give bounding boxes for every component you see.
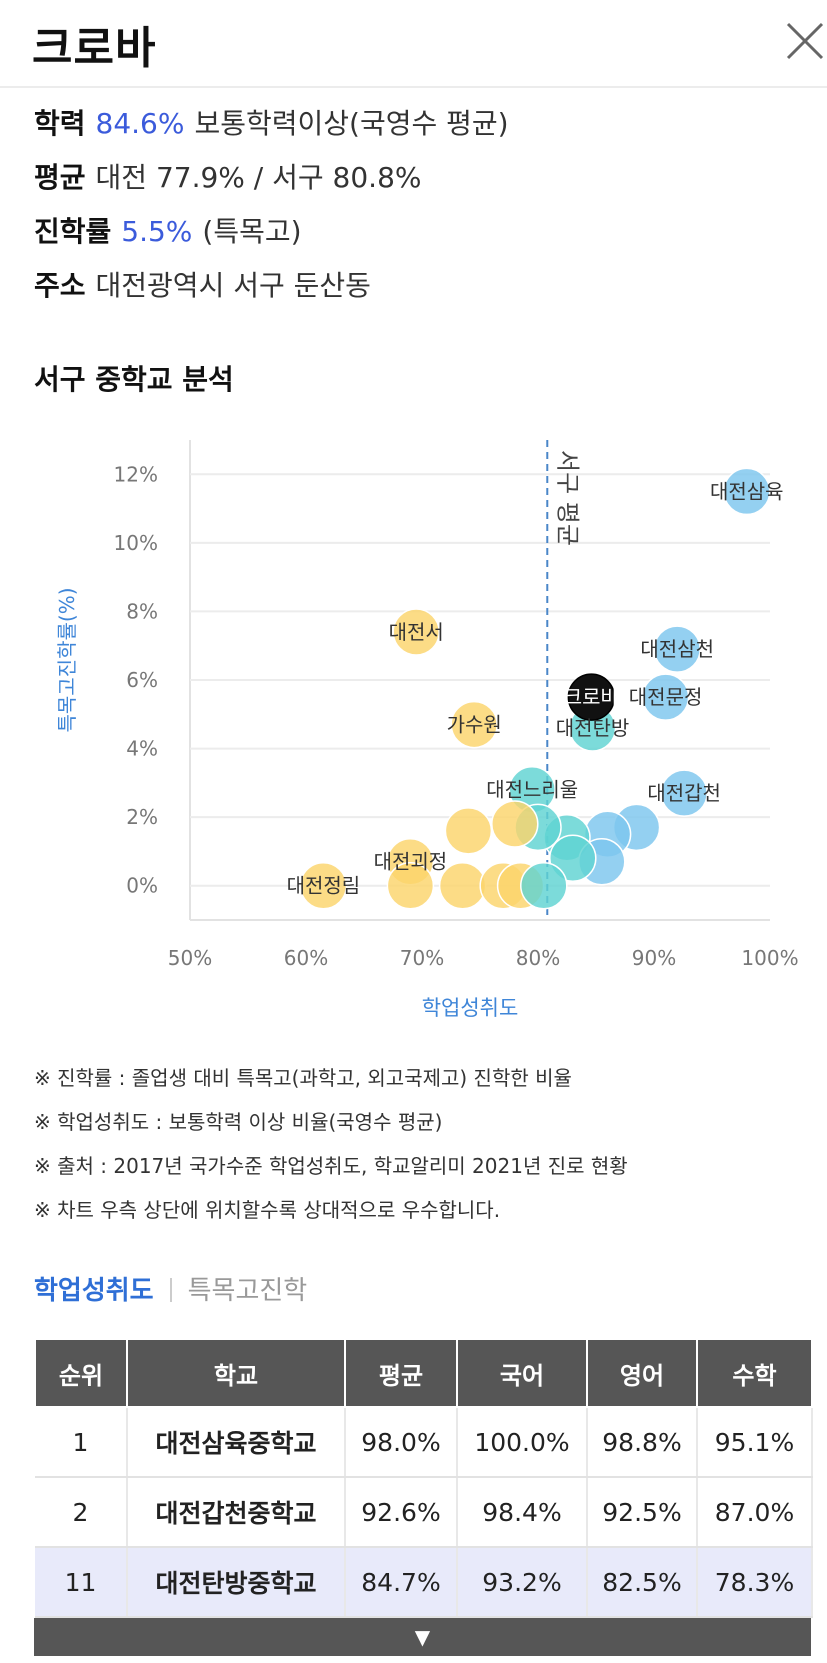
note-achievement: ※ 학업성취도 : 보통학력 이상 비율(국영수 평균) (34, 1110, 443, 1134)
tab-advancement[interactable]: 특목고진학 (187, 1276, 308, 1306)
data-point (567, 673, 616, 721)
address-label: 주소 (34, 269, 86, 302)
cell-rank: 11 (35, 1547, 128, 1618)
page-title: 크로바 (32, 23, 157, 74)
scatter-chart: 0% 2% 4% 6% 8% 10% 12% 50% 60% 70% 80% 90% 100% 학업성취도… (55, 440, 799, 1020)
cell-korean: 93.2% (457, 1547, 588, 1618)
table-row: 1 대전삼육중학교 98.0% 100.0% 98.8% 95.1% (35, 1407, 813, 1478)
cell-english: 82.5% (587, 1547, 698, 1618)
address-row: 주소 대전광역시 서구 둔산동 (34, 264, 371, 304)
section-title: 서구 중학교 분석 (34, 363, 234, 396)
x-tick-label: 50% (168, 946, 212, 970)
data-point (520, 861, 568, 910)
average-label: 평균 (34, 161, 86, 194)
y-tick-label: 8% (126, 599, 158, 623)
y-tick-label: 0% (126, 874, 158, 898)
data-point-label: 대전괴정 (374, 850, 448, 874)
cell-rank: 2 (35, 1477, 128, 1548)
data-point (450, 700, 498, 749)
data-point (392, 608, 440, 656)
cell-english: 92.5% (587, 1477, 698, 1548)
data-point-label: 대전서 (389, 620, 444, 644)
cell-average: 92.6% (345, 1477, 458, 1548)
note-source: ※ 출처 : 2017년 국가수준 학업성취도, 학교알리미 2021년 진로 … (34, 1154, 628, 1178)
cell-school: 대전탄방중학교 (127, 1547, 346, 1618)
cell-math: 95.1% (697, 1407, 813, 1478)
note-position: ※ 차트 우측 상단에 위치할수록 상대적으로 우수합니다. (34, 1198, 501, 1222)
data-point-label: 대전느리울 (486, 778, 578, 802)
close-icon[interactable] (784, 20, 826, 62)
x-tick-label: 70% (400, 946, 444, 970)
data-point (491, 800, 539, 848)
table-header-row: 순위 학교 평균 국어 영어 수학 (34, 1338, 813, 1408)
x-tick-label: 90% (632, 946, 676, 970)
tab-achievement[interactable]: 학업성취도 (34, 1276, 154, 1306)
ranking-table: 순위 학교 평균 국어 영어 수학 1 대전삼육중학교 98.0% 100.0%… (34, 1338, 813, 1618)
data-point-label: 대전삼천 (640, 637, 714, 661)
cell-korean: 98.4% (457, 1477, 588, 1548)
data-point-label: 대전문정 (629, 685, 703, 709)
note-advancement: ※ 진학률 : 졸업생 대비 특목고(과학고, 외고국제고) 진학한 비율 (34, 1066, 572, 1090)
y-tick-label: 10% (114, 531, 158, 555)
achievement-desc: 보통학력이상(국영수 평균) (194, 107, 509, 140)
data-point-label: 대전탄방 (556, 716, 630, 740)
reference-line-label: 서구 평균 (553, 450, 581, 546)
cell-rank: 1 (35, 1407, 128, 1478)
y-tick-label: 2% (126, 805, 158, 829)
x-tick-label: 80% (516, 946, 560, 970)
y-axis-label: 특목고진학률(%) (55, 587, 79, 732)
cell-average: 84.7% (345, 1547, 458, 1618)
header: 크로바 (0, 0, 827, 88)
achievement-value: 84.6% (95, 107, 185, 140)
advancement-value: 5.5% (121, 215, 193, 248)
data-point-label: 대전삼육 (710, 479, 784, 503)
cell-korean: 100.0% (457, 1407, 588, 1478)
cell-math: 87.0% (697, 1477, 813, 1548)
header-average: 평균 (344, 1338, 458, 1408)
advancement-desc: (특목고) (202, 215, 302, 248)
average-value: 대전 77.9% / 서구 80.8% (95, 161, 422, 194)
data-point (653, 625, 701, 673)
data-point (386, 861, 435, 910)
table-row: 2 대전갑천중학교 92.6% 98.4% 92.5% 87.0% (35, 1477, 813, 1548)
data-point (660, 769, 708, 817)
x-tick-label: 100% (741, 946, 798, 970)
cell-school: 대전삼육중학교 (127, 1407, 346, 1478)
expand-more-button[interactable]: ▼ (34, 1618, 811, 1656)
average-row: 평균 대전 77.9% / 서구 80.8% (34, 156, 422, 196)
x-tick-label: 60% (284, 946, 328, 970)
tab-divider (169, 1278, 172, 1302)
advancement-label: 진학률 (34, 215, 112, 248)
address-value: 대전광역시 서구 둔산동 (95, 269, 371, 302)
header-school: 학교 (126, 1338, 346, 1408)
advancement-row: 진학률 5.5% (특목고) (34, 210, 302, 250)
data-point-label: 크로바 (564, 685, 619, 709)
table-row-highlighted: 11 대전탄방중학교 84.7% 93.2% 82.5% 78.3% (35, 1547, 813, 1618)
header-math: 수학 (696, 1338, 813, 1408)
header-korean: 국어 (456, 1338, 588, 1408)
data-point (723, 467, 771, 516)
header-english: 영어 (586, 1338, 698, 1408)
header-rank: 순위 (34, 1338, 128, 1408)
ranking-tabs: 학업성취도 특목고진학 (34, 1270, 307, 1307)
cell-school: 대전갑천중학교 (127, 1477, 346, 1548)
y-tick-label: 12% (114, 462, 158, 486)
data-point-label: 대전갑천 (647, 781, 721, 805)
y-tick-label: 6% (126, 668, 158, 692)
data-point (444, 807, 493, 855)
cell-english: 98.8% (587, 1407, 698, 1478)
cell-average: 98.0% (345, 1407, 458, 1478)
achievement-label: 학력 (34, 107, 86, 140)
data-point-label: 대전정림 (287, 874, 361, 898)
data-point (641, 673, 690, 721)
cell-math: 78.3% (697, 1547, 813, 1618)
data-point-label: 가수원 (447, 713, 502, 737)
data-point (299, 861, 348, 910)
achievement-row: 학력 84.6% 보통학력이상(국영수 평균) (34, 102, 509, 142)
x-axis-label: 학업성취도 (422, 996, 519, 1020)
y-tick-label: 4% (126, 737, 158, 761)
